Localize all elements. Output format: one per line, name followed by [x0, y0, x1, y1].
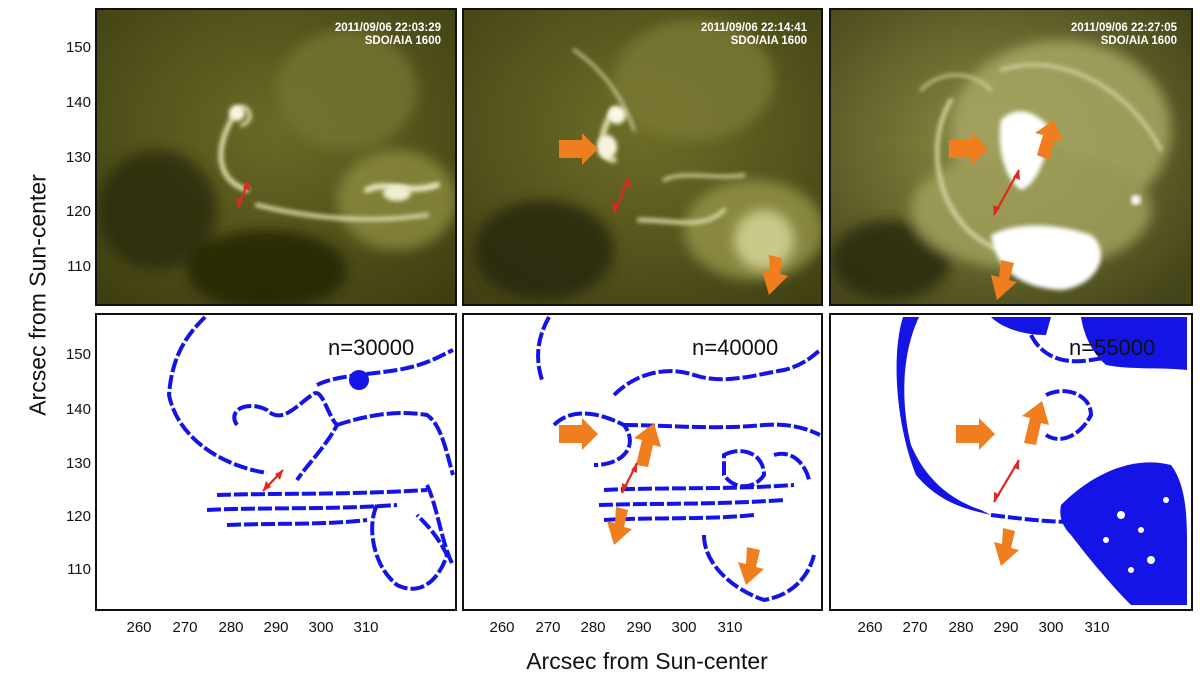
aia-image-panel-3: 2011/09/06 22:27:05 SDO/AIA 1600 — [829, 8, 1193, 306]
x-tick-label: 290 — [993, 619, 1019, 636]
contour-panel-3: n=55000 — [829, 313, 1193, 611]
y-tick-label: 120 — [65, 203, 91, 220]
orange-arrow-icon — [762, 255, 788, 295]
observation-time: 2011/09/06 22:27:05 — [1070, 22, 1177, 34]
orange-arrow-icon — [1022, 401, 1049, 445]
contour-map-3 — [896, 317, 1187, 605]
contour-panel-1: n=30000 — [95, 313, 457, 611]
timestamp-label: 2011/09/06 22:14:41 SDO/AIA 1600 — [701, 22, 807, 48]
x-tick-label: 310 — [717, 619, 743, 636]
orange-arrow-icon — [956, 418, 995, 450]
y-tick-label: 150 — [65, 346, 91, 363]
aia-image-panel-1: 2011/09/06 22:03:29 SDO/AIA 1600 — [95, 8, 457, 306]
x-tick-label: 260 — [489, 619, 515, 636]
x-tick-label: 280 — [218, 619, 244, 636]
y-tick-label: 130 — [65, 455, 91, 472]
timestamp-label: 2011/09/06 22:27:05 SDO/AIA 1600 — [1071, 22, 1177, 48]
timestamp-label: 2011/09/06 22:03:29 SDO/AIA 1600 — [335, 22, 441, 48]
contour-map-2 — [536, 316, 821, 603]
orange-arrow-icon — [634, 423, 661, 467]
contour-map-1 — [166, 315, 455, 591]
aia-image-2 — [464, 10, 821, 304]
x-tick-label: 300 — [1038, 619, 1064, 636]
x-tick-label: 270 — [902, 619, 928, 636]
y-tick-label: 130 — [65, 149, 91, 166]
observation-time: 2011/09/06 22:14:41 — [700, 22, 807, 34]
orange-arrow-icon — [559, 133, 598, 165]
orange-arrow-icon — [949, 133, 988, 165]
instrument-name: SDO/AIA 1600 — [1100, 35, 1177, 47]
x-axis-title: Arcsec from Sun-center — [526, 648, 768, 674]
y-axis-title: Arcsec from Sun-center — [24, 174, 51, 416]
x-tick-label: 270 — [172, 619, 198, 636]
orange-arrow-icon — [738, 547, 764, 585]
y-tick-label: 140 — [65, 94, 91, 111]
orange-arrow-icon — [994, 528, 1019, 566]
density-label: n=30000 — [328, 335, 415, 360]
orange-arrow-icon — [991, 260, 1017, 300]
x-tick-label: 290 — [263, 619, 289, 636]
x-tick-label: 310 — [1084, 619, 1110, 636]
density-label: n=40000 — [692, 335, 779, 360]
observation-time: 2011/09/06 22:03:29 — [334, 22, 441, 34]
orange-arrow-icon — [607, 507, 632, 545]
y-tick-label: 140 — [65, 401, 91, 418]
x-tick-label: 260 — [126, 619, 152, 636]
density-label: n=55000 — [1069, 335, 1156, 360]
y-tick-label: 110 — [67, 561, 91, 578]
aia-image-3 — [831, 10, 1191, 304]
orange-arrow-icon — [1035, 120, 1063, 160]
instrument-name: SDO/AIA 1600 — [730, 35, 807, 47]
aia-image-1 — [97, 10, 455, 304]
y-tick-label: 120 — [65, 508, 91, 525]
x-tick-label: 290 — [626, 619, 652, 636]
orange-arrow-icon — [559, 418, 598, 450]
x-tick-label: 280 — [580, 619, 606, 636]
y-tick-label: 110 — [67, 258, 91, 275]
x-tick-label: 280 — [948, 619, 974, 636]
contour-panel-2: n=40000 — [462, 313, 823, 611]
x-tick-label: 260 — [857, 619, 883, 636]
x-tick-label: 300 — [308, 619, 334, 636]
y-tick-label: 150 — [65, 39, 91, 56]
instrument-name: SDO/AIA 1600 — [364, 35, 441, 47]
aia-image-panel-2: 2011/09/06 22:14:41 SDO/AIA 1600 — [462, 8, 823, 306]
x-tick-label: 300 — [671, 619, 697, 636]
x-tick-label: 310 — [353, 619, 379, 636]
x-tick-label: 270 — [535, 619, 561, 636]
